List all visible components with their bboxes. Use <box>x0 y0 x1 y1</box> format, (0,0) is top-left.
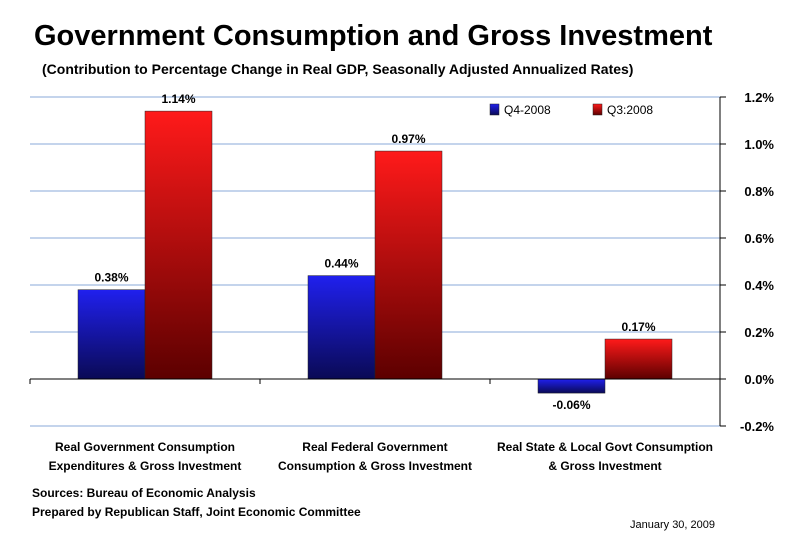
legend-label-q4-2008: Q4-2008 <box>504 103 551 117</box>
x-category-label: Expenditures & Gross Investment <box>49 459 242 473</box>
source-note: Sources: Bureau of Economic Analysis <box>32 486 256 500</box>
y-tick-label: 0.8% <box>744 184 774 199</box>
y-tick-label: -0.2% <box>740 419 774 434</box>
publication-date: January 30, 2009 <box>630 519 716 531</box>
data-label: 0.17% <box>621 320 655 334</box>
bar-q3-2008 <box>604 338 673 380</box>
legend-label-q3-2008: Q3:2008 <box>607 103 653 117</box>
x-category-label: Consumption & Gross Investment <box>278 459 472 473</box>
chart-subtitle: (Contribution to Percentage Change in Re… <box>42 61 634 77</box>
y-tick-label: 0.6% <box>744 231 774 246</box>
bar-q4-2008 <box>77 289 146 380</box>
y-tick-label: 1.2% <box>744 90 774 105</box>
y-tick-label: 0.0% <box>744 372 774 387</box>
x-category-label: Real Federal Government <box>302 440 447 454</box>
data-label: 0.97% <box>391 132 425 146</box>
y-tick-label: 0.4% <box>744 278 774 293</box>
y-tick-label: 1.0% <box>744 137 774 152</box>
chart-title: Government Consumption and Gross Investm… <box>34 20 713 52</box>
bar-q4-2008 <box>537 378 606 394</box>
data-label: -0.06% <box>552 398 590 412</box>
bar-q4-2008 <box>307 275 376 380</box>
data-label: 1.14% <box>161 92 195 106</box>
legend-swatch-q3-2008 <box>592 103 603 116</box>
y-tick-label: 0.2% <box>744 325 774 340</box>
x-category-label: Real Government Consumption <box>55 440 235 454</box>
legend-swatch-q4-2008 <box>489 103 500 116</box>
x-category-label: Real State & Local Govt Consumption <box>497 440 713 454</box>
data-label: 0.44% <box>324 257 358 271</box>
data-label: 0.38% <box>94 271 128 285</box>
prepared-by-note: Prepared by Republican Staff, Joint Econ… <box>32 505 361 519</box>
x-category-label: & Gross Investment <box>548 459 661 473</box>
bar-q3-2008 <box>144 110 213 380</box>
bar-q3-2008 <box>374 150 443 380</box>
